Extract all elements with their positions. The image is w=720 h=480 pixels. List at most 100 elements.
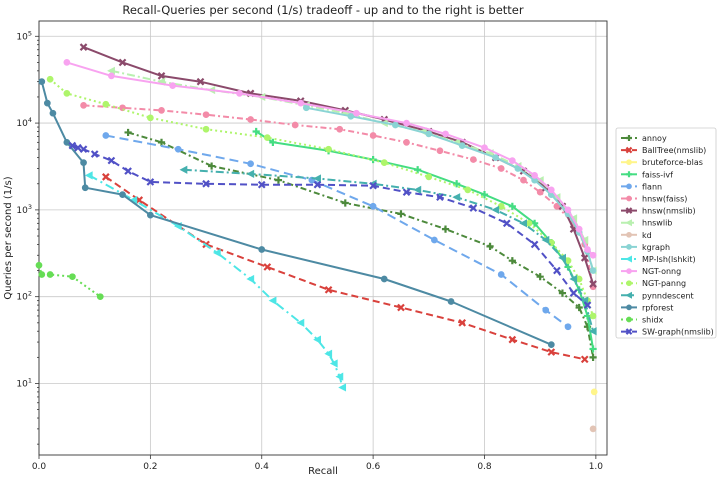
- data-point: [169, 82, 177, 90]
- data-point: [68, 141, 77, 150]
- legend-label: NGT-panng: [642, 279, 686, 288]
- legend-marker: [626, 244, 632, 250]
- series-hnsw-faiss: [80, 102, 597, 291]
- legend-marker: [626, 171, 632, 178]
- data-point: [268, 296, 277, 305]
- data-point: [63, 59, 71, 66]
- legend-marker: [625, 146, 633, 154]
- data-point: [335, 372, 344, 381]
- legend-marker: [626, 316, 632, 323]
- data-point: [452, 193, 461, 202]
- data-point: [558, 289, 567, 297]
- legend-marker: [626, 159, 632, 166]
- data-point: [84, 171, 93, 180]
- series-line: [183, 168, 595, 332]
- data-point: [324, 285, 333, 294]
- data-point: [403, 138, 410, 146]
- data-point: [146, 178, 155, 186]
- series-flann: [102, 132, 572, 331]
- series-rpforest: [38, 78, 555, 349]
- legend-label: bruteforce-blas: [642, 158, 703, 167]
- data-point: [453, 180, 461, 188]
- series-kd: [589, 425, 597, 433]
- data-point: [397, 210, 405, 218]
- data-point: [246, 274, 255, 284]
- data-point: [583, 301, 592, 309]
- data-point: [118, 58, 127, 67]
- data-point: [492, 154, 499, 161]
- x-tick-label: 0.8: [477, 462, 492, 472]
- legend-marker: [626, 135, 632, 141]
- data-point: [107, 156, 116, 165]
- x-tick-label: 0.0: [32, 462, 47, 472]
- data-point: [590, 388, 598, 396]
- data-point: [79, 145, 88, 154]
- data-point: [90, 150, 99, 158]
- data-point: [569, 289, 578, 297]
- data-point: [119, 191, 126, 198]
- legend-label: NGT-onng: [642, 267, 681, 276]
- data-point: [263, 134, 271, 141]
- data-point: [369, 132, 377, 139]
- data-point: [580, 254, 589, 262]
- data-point: [584, 246, 591, 253]
- y-tick-base: 10: [16, 119, 28, 129]
- data-point: [403, 119, 410, 127]
- data-point: [553, 202, 561, 210]
- y-tick-base: 10: [16, 379, 28, 389]
- legend-marker: [625, 328, 633, 335]
- data-point: [247, 116, 254, 123]
- data-point: [336, 125, 344, 133]
- data-point: [431, 236, 438, 244]
- data-point: [564, 323, 572, 331]
- series-bruteforce-blas: [590, 388, 598, 396]
- series-line: [88, 174, 344, 388]
- data-point: [291, 121, 299, 129]
- data-point: [108, 72, 115, 80]
- data-point: [508, 257, 516, 265]
- data-point: [508, 157, 516, 164]
- data-point: [497, 271, 505, 278]
- data-point: [63, 138, 71, 146]
- data-point: [157, 72, 166, 80]
- data-point: [202, 179, 210, 188]
- data-point: [258, 246, 266, 253]
- data-point: [147, 114, 154, 122]
- legend-label: rpforest: [642, 303, 673, 312]
- data-point: [569, 274, 578, 284]
- grid: [38, 21, 607, 455]
- data-point: [436, 147, 444, 155]
- series-ngt-panng: [46, 75, 597, 320]
- data-point: [425, 173, 433, 181]
- data-point: [589, 312, 597, 320]
- data-point: [380, 275, 388, 283]
- y-tick-base: 10: [16, 206, 28, 216]
- y-tick-exponent: 3: [28, 203, 32, 211]
- data-point: [329, 359, 338, 368]
- series-line: [66, 61, 594, 256]
- data-point: [202, 111, 210, 119]
- data-point: [338, 383, 347, 392]
- data-point: [497, 202, 505, 210]
- legend-label: faiss-ivf: [642, 170, 673, 179]
- data-point: [147, 211, 154, 219]
- data-point: [179, 165, 188, 174]
- data-point: [547, 341, 555, 349]
- data-point: [497, 165, 505, 172]
- y-tick-label: 101: [16, 376, 32, 389]
- data-point: [541, 235, 550, 245]
- legend-label: BallTree(nmslib): [642, 146, 706, 155]
- data-point: [397, 303, 405, 312]
- plot-area: [38, 20, 608, 456]
- data-point: [589, 280, 597, 288]
- data-point: [558, 253, 566, 262]
- y-tick-exponent: 5: [28, 29, 32, 37]
- data-point: [547, 348, 556, 356]
- data-point: [263, 263, 272, 271]
- legend-label: hnswlib: [642, 219, 672, 228]
- data-point: [158, 107, 165, 114]
- data-point: [63, 90, 71, 97]
- series-line: [38, 265, 101, 298]
- data-point: [402, 188, 411, 197]
- data-point: [80, 102, 87, 109]
